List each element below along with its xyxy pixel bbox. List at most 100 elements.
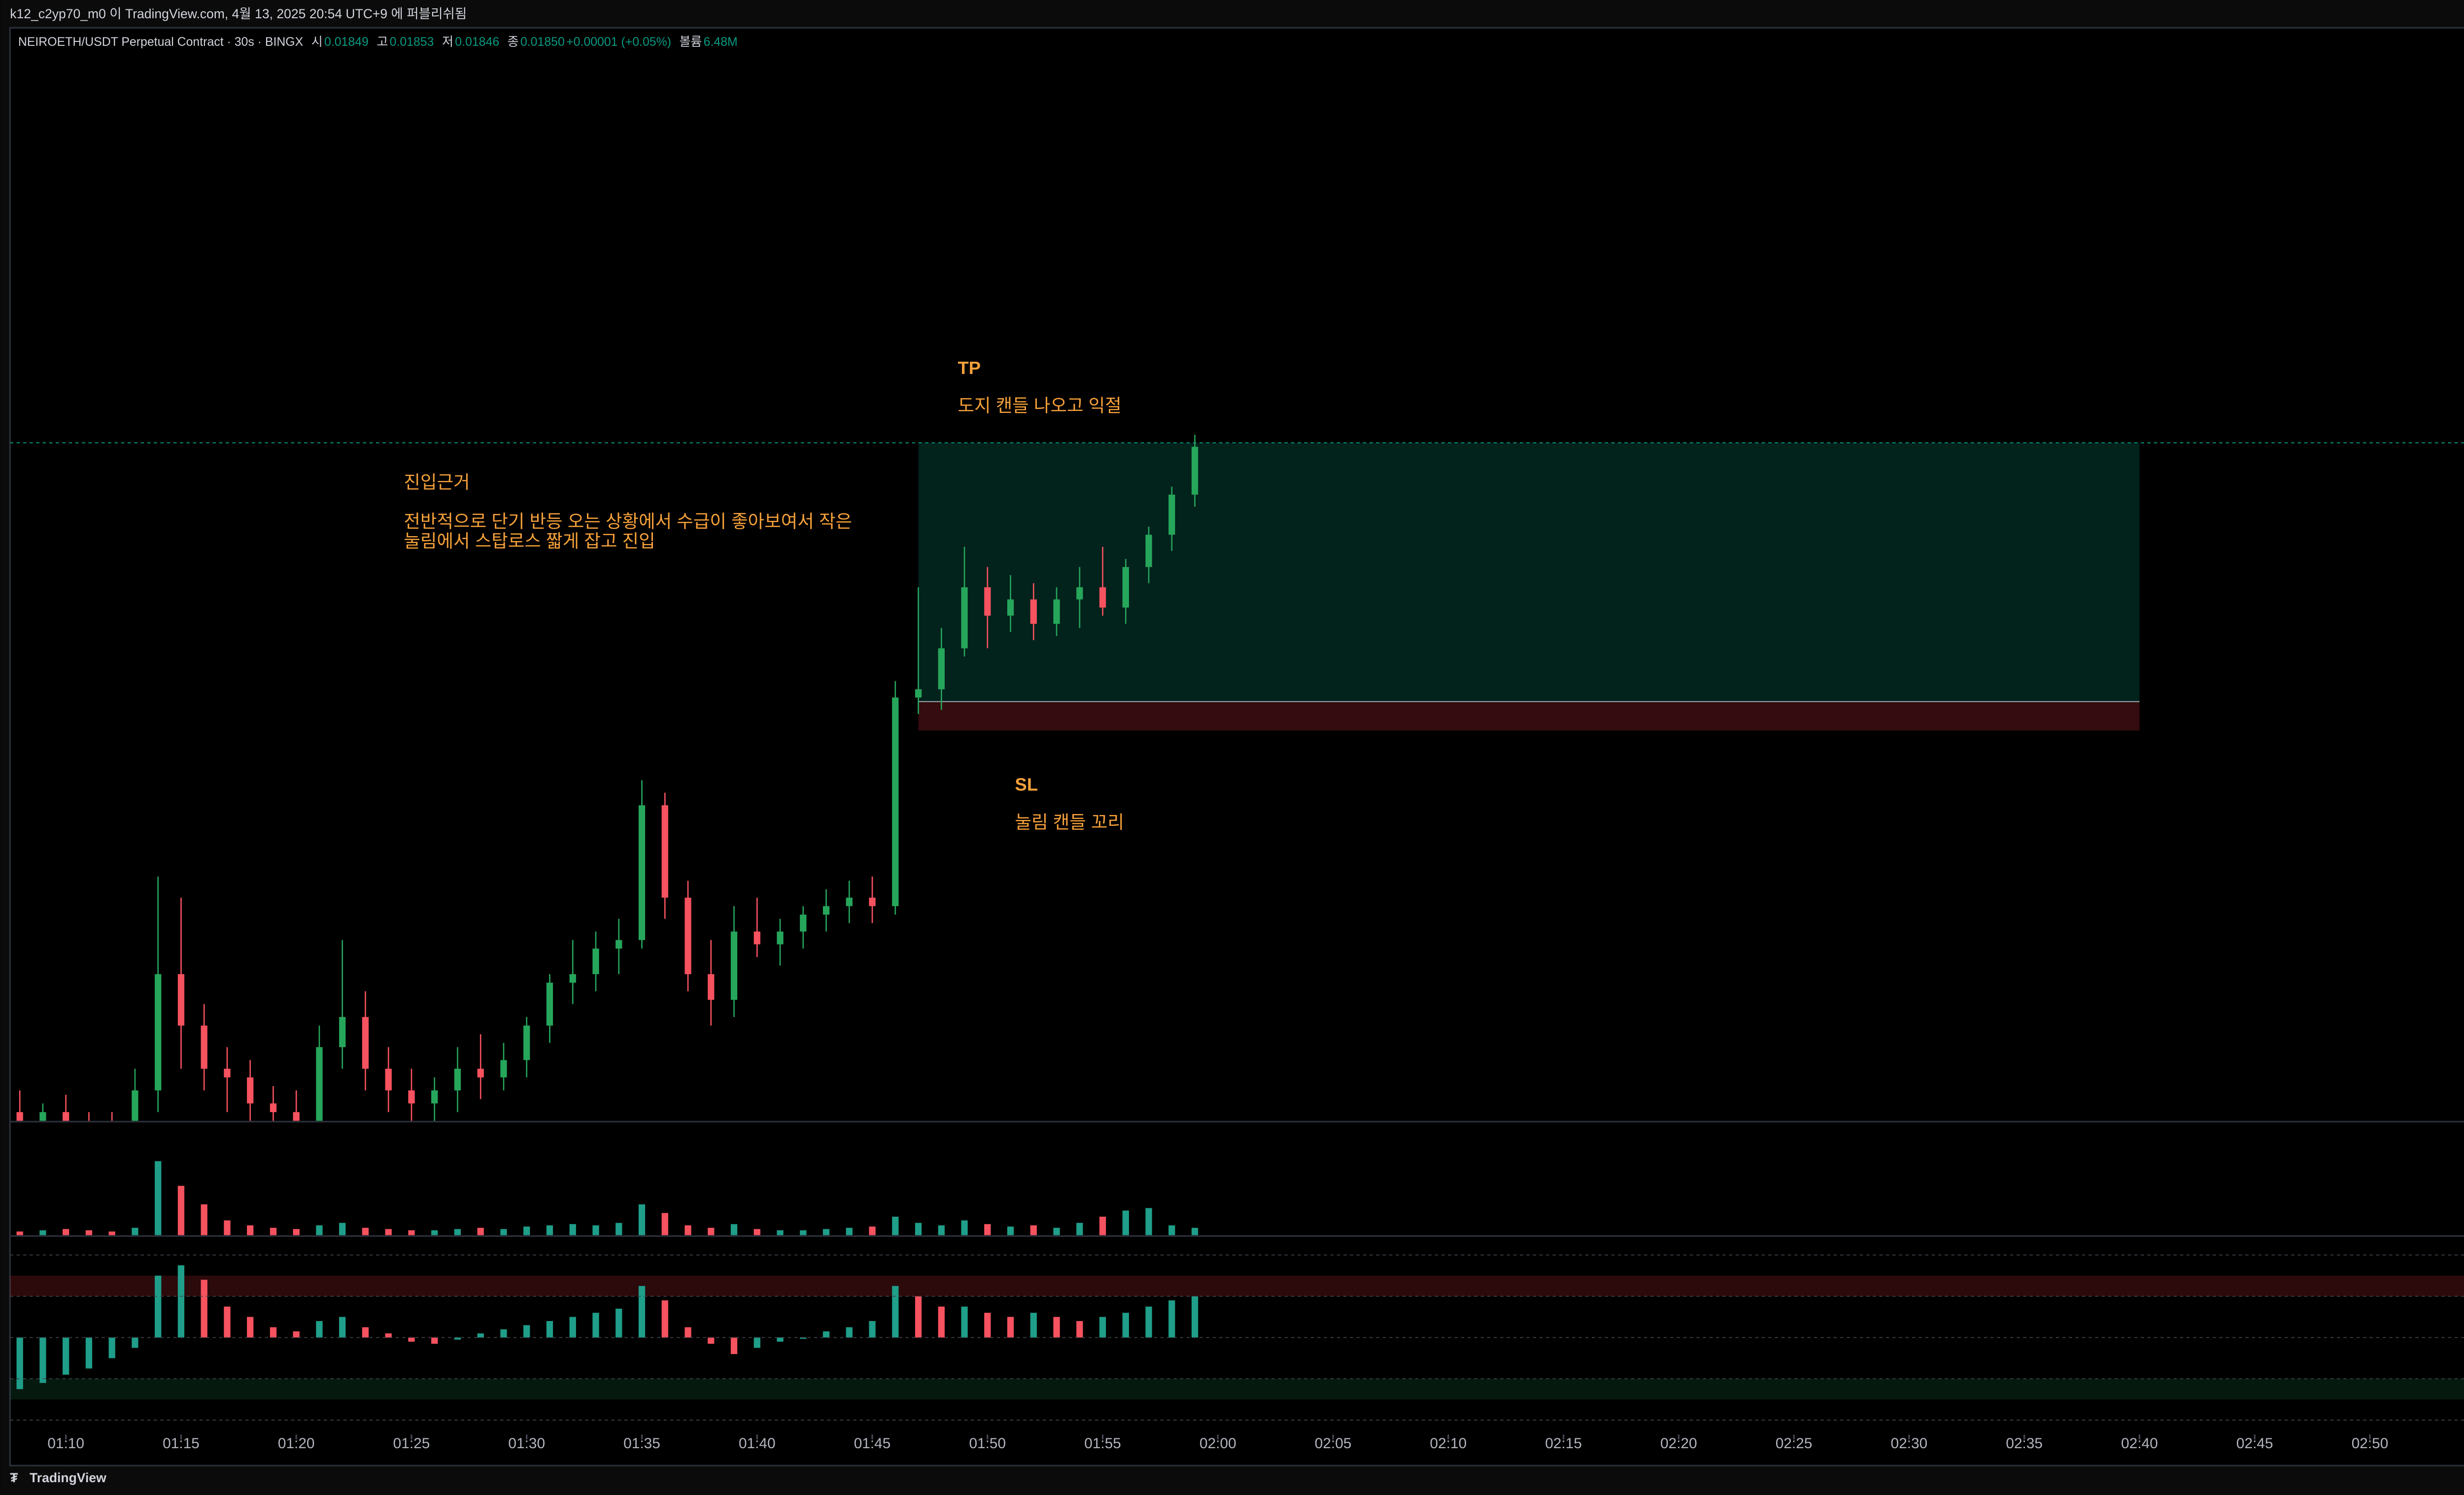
oscillator-bar — [777, 1337, 784, 1342]
oscillator-bar — [339, 1317, 346, 1338]
volume-bar — [477, 1227, 484, 1235]
x-tick-label: 02:45 — [2236, 1435, 2273, 1452]
oscillator-bar — [753, 1337, 760, 1348]
oscillator-bar — [984, 1313, 991, 1338]
oscillator-bar — [730, 1337, 738, 1354]
volume-bar — [339, 1223, 346, 1235]
candle-body — [846, 897, 853, 906]
oscillator-bar — [822, 1331, 830, 1338]
candle-body — [869, 897, 876, 906]
volume-bar — [1191, 1227, 1198, 1235]
oscillator-bar — [408, 1337, 415, 1342]
x-tick-label: 01:40 — [739, 1435, 776, 1452]
volume-bar — [822, 1229, 830, 1235]
oscillator-bar — [616, 1308, 622, 1338]
x-tick-label: 01:15 — [163, 1435, 200, 1452]
oscillator-bar — [247, 1317, 254, 1338]
volume-bar — [1076, 1223, 1083, 1235]
candle-body — [16, 1112, 23, 1121]
oscillator-bar — [846, 1327, 853, 1338]
candle-body — [155, 974, 162, 1090]
x-tick-label: 02:25 — [1776, 1435, 1813, 1452]
candle-body — [822, 906, 830, 915]
volume-bar — [730, 1224, 738, 1235]
legend-label: 시 — [311, 35, 323, 49]
oscillator-bar — [177, 1265, 185, 1338]
annotation: 눌림 캔들 꼬리 — [1015, 812, 1125, 832]
candle-body — [270, 1103, 277, 1112]
candle-body — [569, 974, 576, 983]
oscillator-bar — [316, 1321, 323, 1338]
oscillator-bar — [270, 1327, 277, 1338]
candle-body — [638, 805, 646, 940]
volume-bar — [385, 1229, 392, 1235]
legend-label: 고 — [376, 35, 388, 49]
volume-bar — [569, 1224, 576, 1235]
legend-value: 0.01849 — [324, 35, 369, 49]
volume-bar — [777, 1230, 784, 1235]
legend-label: 종 — [508, 35, 519, 49]
legend-value: 6.48M — [704, 35, 738, 49]
volume-bar — [108, 1231, 115, 1235]
volume-bar — [201, 1204, 207, 1235]
oscillator-bar — [892, 1286, 899, 1338]
candle-body — [385, 1068, 392, 1090]
candle-body — [362, 1017, 369, 1069]
oscillator-bar — [800, 1337, 807, 1339]
volume-bar — [684, 1225, 691, 1235]
volume-bar — [638, 1204, 646, 1235]
oscillator-bar — [1191, 1296, 1198, 1338]
candle-body — [592, 949, 599, 974]
volume-bar — [177, 1186, 185, 1235]
header-title: k12_c2yp70_m0 이 TradingView.com, 4월 13, … — [10, 6, 467, 21]
x-tick-label: 02:30 — [1891, 1435, 1928, 1452]
oscillator-band — [10, 1379, 2464, 1400]
legend-value: 0.01853 — [390, 35, 434, 49]
candle-body — [132, 1090, 138, 1121]
x-tick-label: 01:10 — [47, 1435, 84, 1452]
volume-bar — [39, 1230, 46, 1235]
oscillator-bar — [1030, 1313, 1037, 1338]
oscillator-bar — [1122, 1313, 1129, 1338]
candle-body — [1145, 535, 1152, 567]
annotation: 도지 캔들 나오고 익절 — [958, 395, 1121, 415]
annotation: 전반적으로 단기 반등 오는 상황에서 수급이 좋아보여서 작은 — [404, 511, 852, 532]
volume-bar — [892, 1217, 899, 1235]
volume-bar — [1099, 1217, 1106, 1235]
oscillator-bar — [938, 1306, 945, 1338]
x-tick-label: 01:35 — [623, 1435, 660, 1452]
volume-bar — [1053, 1227, 1060, 1235]
volume-bar — [431, 1230, 438, 1235]
candle-body — [477, 1068, 484, 1078]
oscillator-bar — [661, 1300, 668, 1338]
oscillator-bar — [1145, 1306, 1152, 1338]
candle-body — [1053, 599, 1060, 624]
candle-body — [1191, 446, 1198, 495]
candle-body — [1122, 567, 1129, 608]
oscillator-bar — [1007, 1317, 1014, 1338]
volume-bar — [915, 1223, 922, 1235]
oscillator-bar — [1099, 1317, 1106, 1338]
take-profit-zone — [918, 442, 2140, 702]
volume-bar — [753, 1229, 760, 1235]
oscillator-bar — [201, 1280, 207, 1338]
volume-bar — [1030, 1225, 1037, 1235]
candle-body — [616, 940, 622, 949]
oscillator-bar — [63, 1337, 69, 1375]
candle-body — [915, 689, 922, 698]
x-tick-label: 01:45 — [854, 1435, 891, 1452]
oscillator-bar — [454, 1337, 461, 1340]
candle-body — [684, 897, 691, 974]
volume-bar — [523, 1226, 530, 1235]
volume-bar — [270, 1227, 277, 1235]
candle-body — [1076, 587, 1083, 600]
legend-value: +0.00001 (+0.05%) — [566, 35, 671, 49]
candle-body — [454, 1068, 461, 1090]
x-tick-label: 02:50 — [2352, 1435, 2389, 1452]
candle-body — [753, 931, 760, 945]
volume-bar — [1007, 1226, 1014, 1235]
stop-loss-zone — [918, 701, 2140, 731]
legend-value: 0.01850 — [520, 35, 565, 49]
volume-bar — [708, 1227, 715, 1235]
